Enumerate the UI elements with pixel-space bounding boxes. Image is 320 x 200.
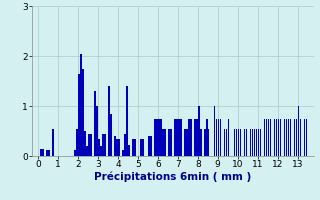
Bar (264, 118, 265, 156)
Bar (244, 129, 245, 156)
Bar (306, 118, 307, 156)
Bar (196, 118, 197, 156)
Bar (96, 106, 98, 156)
Bar (208, 129, 210, 156)
Bar (74, 150, 76, 156)
Bar (132, 138, 134, 156)
Bar (198, 106, 199, 156)
Bar (228, 118, 229, 156)
Bar (142, 138, 144, 156)
Bar (84, 131, 86, 156)
Bar (294, 118, 295, 156)
Bar (134, 138, 136, 156)
Bar (176, 118, 178, 156)
Bar (108, 86, 110, 156)
Bar (178, 118, 180, 156)
Bar (180, 118, 181, 156)
Bar (90, 134, 92, 156)
Bar (170, 129, 172, 156)
Bar (80, 54, 82, 156)
Bar (266, 118, 268, 156)
Bar (276, 118, 277, 156)
Bar (104, 134, 106, 156)
Bar (250, 129, 252, 156)
Bar (76, 129, 78, 156)
Bar (274, 118, 276, 156)
Bar (226, 129, 228, 156)
Bar (288, 118, 289, 156)
Bar (256, 129, 257, 156)
Bar (220, 118, 221, 156)
Bar (204, 129, 205, 156)
Bar (158, 118, 160, 156)
Bar (114, 136, 116, 156)
Bar (278, 118, 279, 156)
Bar (156, 118, 157, 156)
Bar (280, 118, 281, 156)
Bar (52, 129, 54, 156)
Bar (174, 118, 176, 156)
Bar (194, 118, 196, 156)
Bar (78, 73, 80, 156)
Bar (304, 118, 305, 156)
Bar (140, 138, 141, 156)
Bar (268, 118, 269, 156)
Bar (188, 118, 189, 156)
Bar (260, 129, 261, 156)
Bar (122, 150, 124, 156)
Bar (246, 129, 247, 156)
Bar (240, 129, 242, 156)
Bar (118, 138, 120, 156)
Bar (102, 134, 104, 156)
Bar (236, 129, 237, 156)
Bar (252, 129, 253, 156)
Bar (42, 148, 44, 156)
Bar (300, 118, 301, 156)
Bar (128, 145, 130, 156)
X-axis label: Précipitations 6min ( mm ): Précipitations 6min ( mm ) (94, 172, 252, 182)
Bar (216, 118, 218, 156)
Bar (94, 91, 96, 156)
Bar (110, 114, 112, 156)
Bar (224, 129, 226, 156)
Bar (126, 86, 128, 156)
Bar (238, 129, 239, 156)
Bar (200, 129, 202, 156)
Bar (86, 146, 88, 156)
Bar (190, 118, 192, 156)
Bar (154, 118, 156, 156)
Bar (124, 134, 126, 156)
Bar (160, 118, 162, 156)
Bar (116, 138, 118, 156)
Bar (218, 118, 220, 156)
Bar (254, 129, 255, 156)
Bar (148, 136, 149, 156)
Bar (48, 150, 50, 156)
Bar (150, 136, 152, 156)
Bar (46, 150, 48, 156)
Bar (82, 68, 84, 156)
Bar (98, 138, 100, 156)
Bar (258, 129, 260, 156)
Bar (40, 148, 42, 156)
Bar (286, 118, 287, 156)
Bar (184, 129, 186, 156)
Bar (100, 146, 102, 156)
Bar (206, 118, 207, 156)
Bar (186, 129, 188, 156)
Bar (296, 118, 297, 156)
Bar (88, 134, 90, 156)
Bar (234, 129, 236, 156)
Bar (290, 118, 292, 156)
Bar (270, 118, 271, 156)
Bar (168, 129, 170, 156)
Bar (298, 106, 300, 156)
Bar (214, 106, 215, 156)
Bar (284, 118, 285, 156)
Bar (164, 129, 165, 156)
Bar (162, 129, 164, 156)
